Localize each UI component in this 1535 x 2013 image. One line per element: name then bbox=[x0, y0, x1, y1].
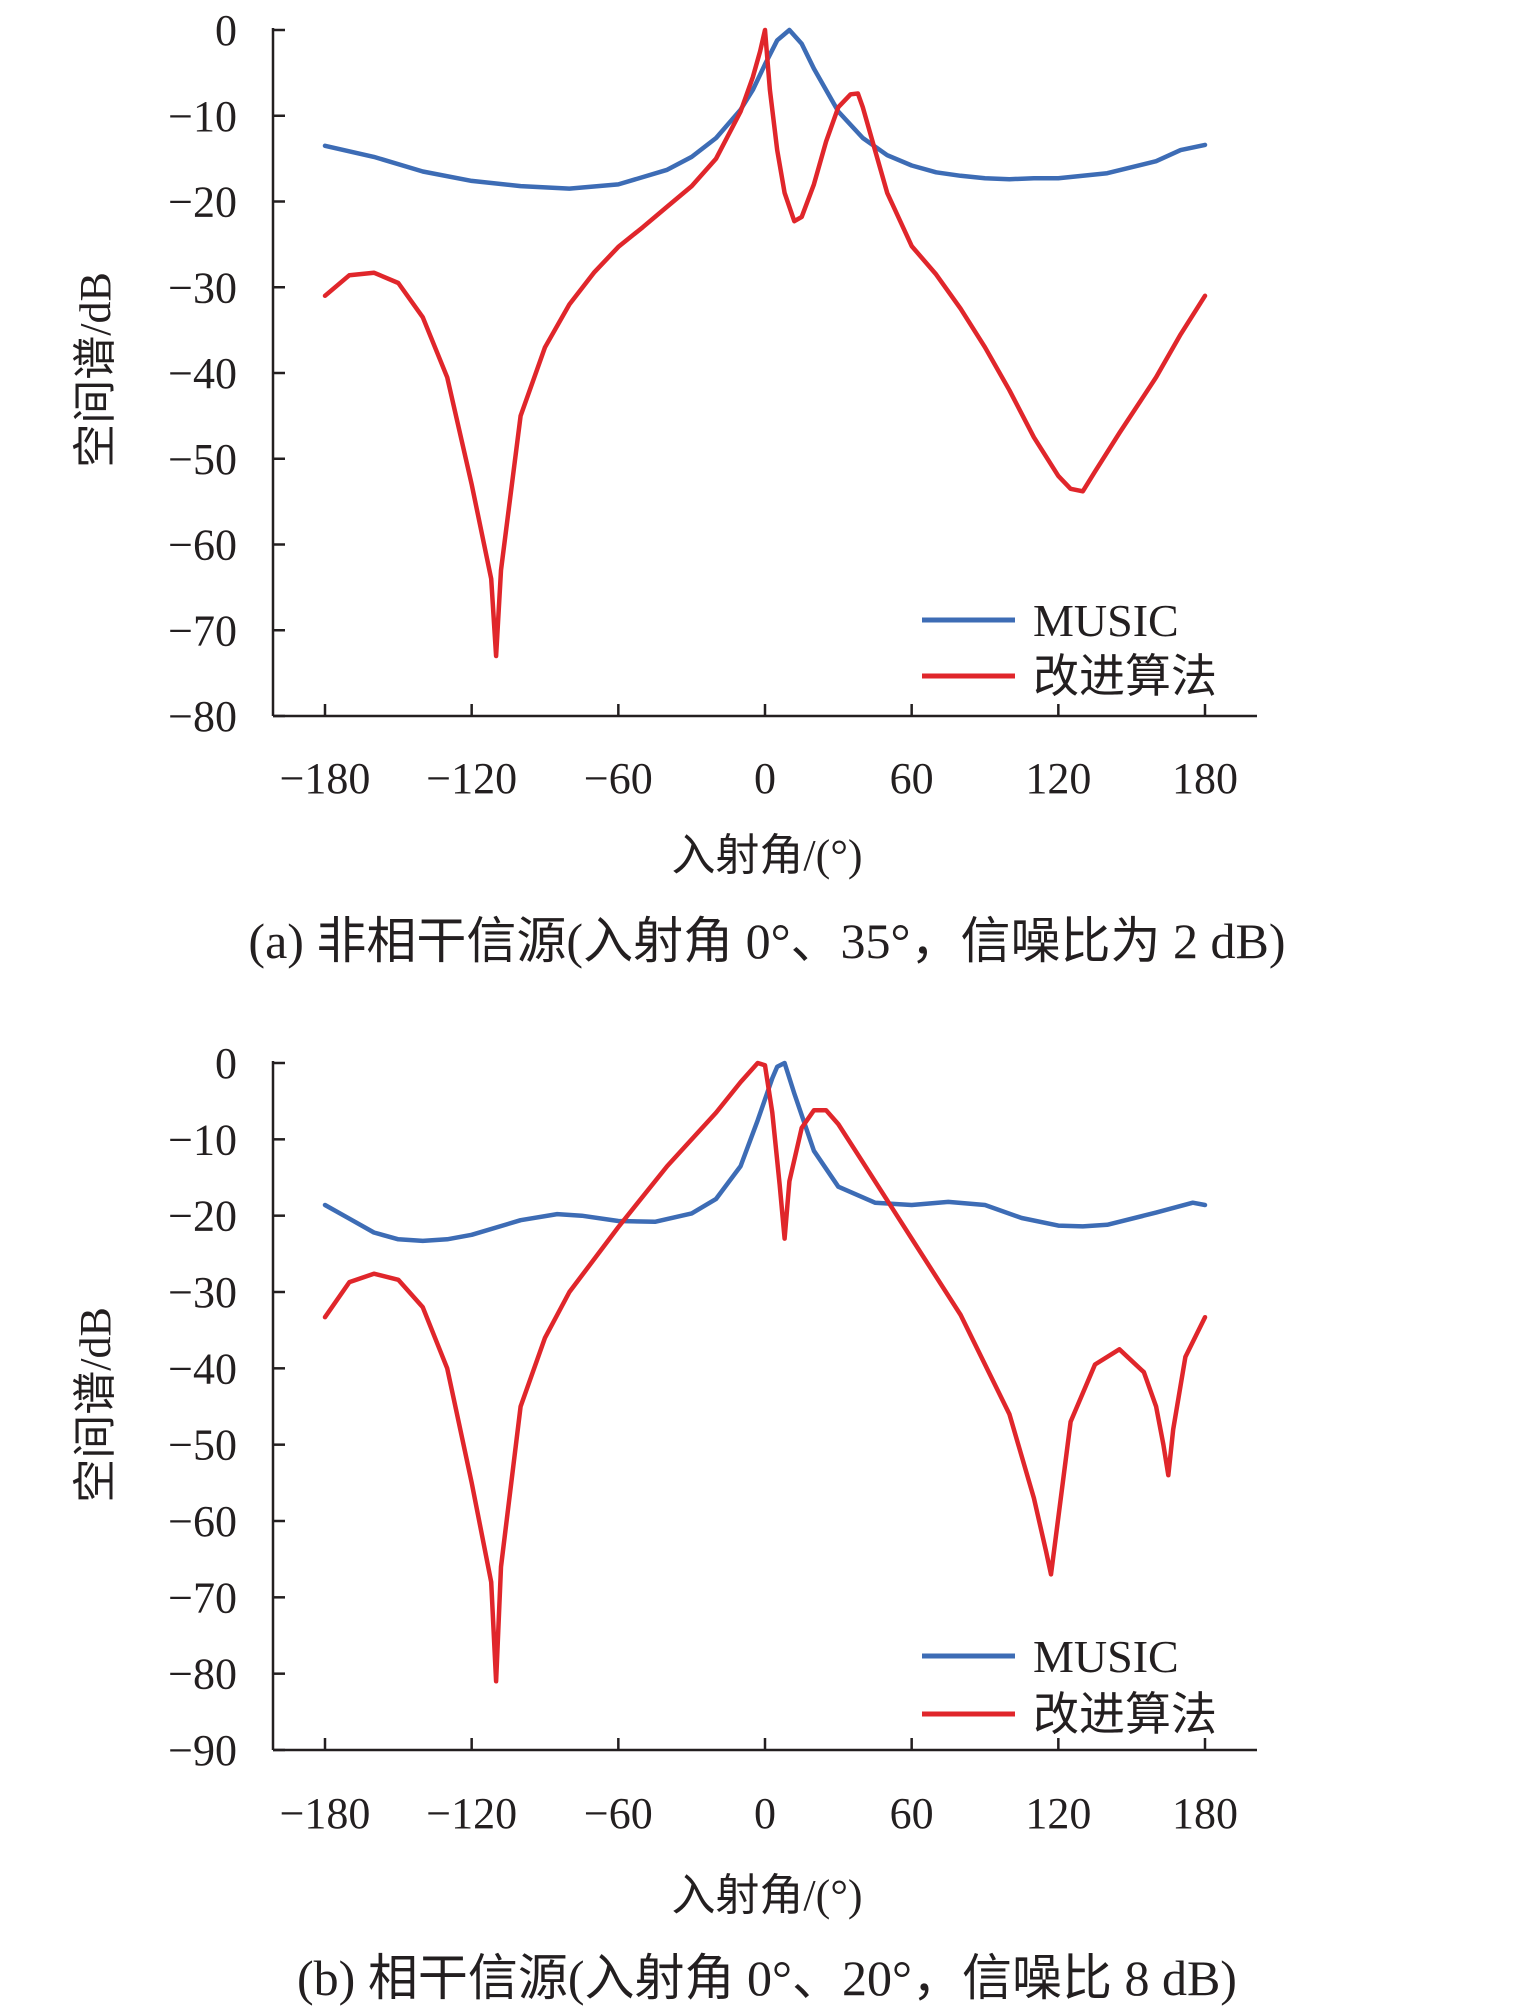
chart-a-x-axis-title: 入射角/(°) bbox=[671, 831, 862, 880]
y-tick-label-a: −50 bbox=[168, 435, 237, 484]
y-tick-label-a: −20 bbox=[168, 178, 237, 227]
x-tick-label-a: −120 bbox=[426, 754, 517, 803]
y-tick-label-a: −80 bbox=[168, 692, 237, 741]
chart-a-axes bbox=[271, 28, 1257, 718]
x-tick-label-b: −180 bbox=[280, 1789, 371, 1838]
chart-b-legend: MUSIC 改进算法 bbox=[922, 1631, 1217, 1740]
x-tick-label-a: −60 bbox=[584, 754, 653, 803]
chart-b-caption: (b) 相干信源(入射角 0°、20°，信噪比 8 dB) bbox=[297, 1950, 1237, 2006]
chart-a-legend: MUSIC 改进算法 bbox=[922, 595, 1217, 702]
y-tick-label-b: −50 bbox=[168, 1421, 237, 1470]
chart-panel-b: 0 −10 −20 −30 −40 −50 −60 −70 −80 −90 −180 −120 −60 0… bbox=[71, 1039, 1257, 2006]
x-tick-label-a: 60 bbox=[890, 754, 934, 803]
y-tick-label-a: −60 bbox=[168, 521, 237, 570]
legend-a-improved-label: 改进算法 bbox=[1033, 651, 1217, 702]
y-tick-label-b: −60 bbox=[168, 1497, 237, 1546]
chart-a-series-layer bbox=[322, 27, 1208, 659]
y-tick-label-b: −10 bbox=[168, 1115, 237, 1164]
x-tick-label-a: 180 bbox=[1172, 754, 1238, 803]
legend-a-music-label: MUSIC bbox=[1033, 595, 1179, 646]
y-tick-label-a: −10 bbox=[168, 92, 237, 141]
chart-a-caption: (a) 非相干信源(入射角 0°、35°，信噪比为 2 dB) bbox=[248, 913, 1285, 969]
chart-b-y-axis-title: 空间谱/dB bbox=[71, 1307, 120, 1503]
y-tick-label-b: −40 bbox=[168, 1344, 237, 1393]
legend-b-music-label: MUSIC bbox=[1033, 1631, 1179, 1682]
x-tick-label-b: −60 bbox=[584, 1789, 653, 1838]
y-tick-label-b: 0 bbox=[215, 1039, 237, 1088]
x-tick-label-b: −120 bbox=[426, 1789, 517, 1838]
x-tick-label-a: 0 bbox=[754, 754, 776, 803]
y-tick-label-b: −80 bbox=[168, 1650, 237, 1699]
chart-b-tick-labels: 0 −10 −20 −30 −40 −50 −60 −70 −80 −90 −180 −120 −60 0… bbox=[168, 1039, 1238, 1838]
y-tick-label-a: −70 bbox=[168, 606, 237, 655]
chart-b-series-layer bbox=[322, 1060, 1208, 1684]
music-series-line-a bbox=[322, 27, 1208, 191]
chart-a-tick-labels: 0 −10 −20 −30 −40 −50 −60 −70 −80 −180 −120 −60 0 60 1… bbox=[168, 6, 1238, 803]
y-tick-label-a: 0 bbox=[215, 6, 237, 55]
x-tick-label-a: 120 bbox=[1025, 754, 1091, 803]
music-series-line-b bbox=[322, 1060, 1208, 1244]
x-tick-label-b: 180 bbox=[1172, 1789, 1238, 1838]
improved-series-line-b bbox=[322, 1060, 1208, 1684]
x-tick-label-b: 120 bbox=[1025, 1789, 1091, 1838]
chart-panel-a: 0 −10 −20 −30 −40 −50 −60 −70 −80 −180 −120 −60 0 60 1… bbox=[71, 6, 1286, 969]
x-tick-label-b: 60 bbox=[890, 1789, 934, 1838]
chart-b-x-axis-title: 入射角/(°) bbox=[671, 1871, 862, 1920]
x-tick-label-a: −180 bbox=[280, 754, 371, 803]
y-tick-label-b: −20 bbox=[168, 1192, 237, 1241]
y-tick-label-a: −40 bbox=[168, 349, 237, 398]
y-tick-label-a: −30 bbox=[168, 263, 237, 312]
y-tick-label-b: −90 bbox=[168, 1726, 237, 1775]
chart-b-axes bbox=[271, 1061, 1257, 1752]
chart-a-y-axis-title: 空间谱/dB bbox=[71, 272, 120, 468]
legend-b-improved-label: 改进算法 bbox=[1033, 1689, 1217, 1740]
x-tick-label-b: 0 bbox=[754, 1789, 776, 1838]
y-tick-label-b: −30 bbox=[168, 1268, 237, 1317]
y-tick-label-b: −70 bbox=[168, 1573, 237, 1622]
improved-series-line-a bbox=[322, 27, 1208, 659]
